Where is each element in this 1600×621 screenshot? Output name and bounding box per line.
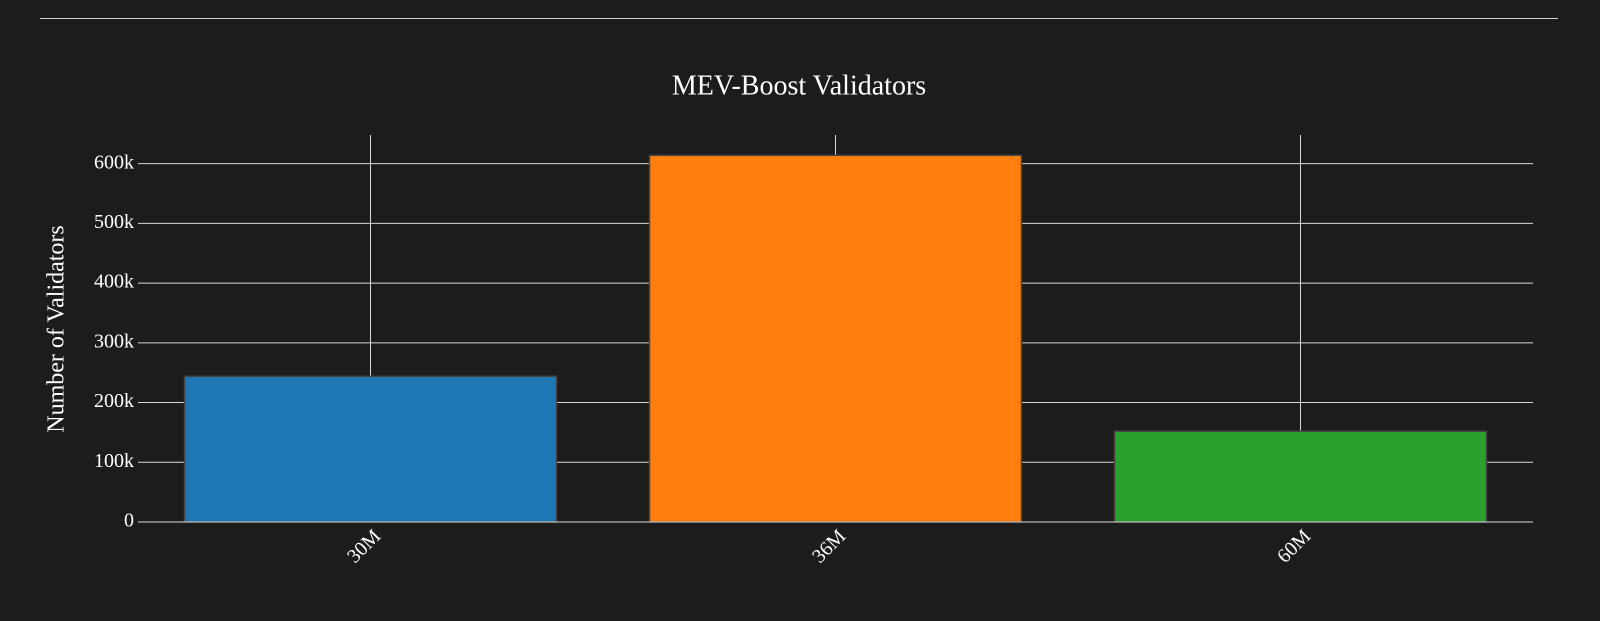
y-tick-label: 500k <box>94 211 134 233</box>
bar <box>648 154 1023 523</box>
y-tick-label: 400k <box>94 271 134 293</box>
chart-title: MEV-Boost Validators <box>672 70 926 101</box>
y-axis-title: Number of Validators <box>44 225 70 433</box>
x-tick-label: 36M <box>808 525 850 567</box>
bar <box>183 375 558 523</box>
x-tick-label: 30M <box>343 525 385 567</box>
y-tick-label: 300k <box>94 330 134 352</box>
x-tick-label: 60M <box>1273 525 1315 567</box>
y-tick-label: 100k <box>94 450 134 472</box>
y-tick-label: 200k <box>94 390 134 412</box>
y-tick-label: 600k <box>94 151 134 173</box>
y-tick-label: 0 <box>124 510 134 532</box>
bar <box>1113 430 1488 523</box>
